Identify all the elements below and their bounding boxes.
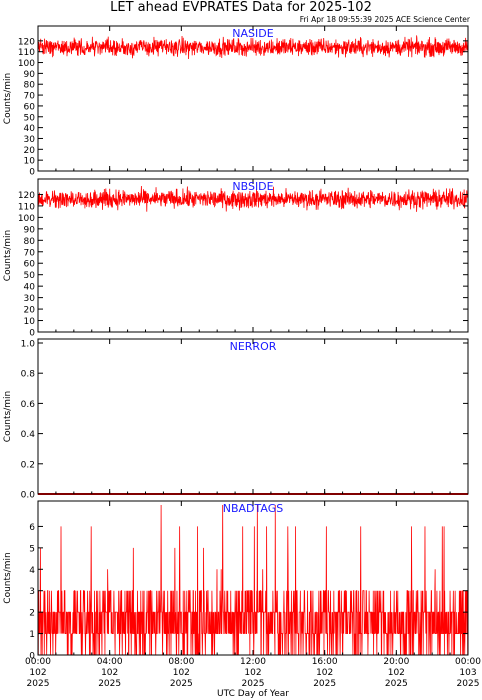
x-tick-label: 2025 bbox=[98, 679, 121, 689]
y-tick-label: 120 bbox=[18, 191, 35, 201]
x-tick-label: 2025 bbox=[242, 679, 265, 689]
y-tick-label: 0.0 bbox=[21, 491, 36, 501]
y-tick-label: 40 bbox=[24, 283, 36, 293]
y-tick-label: 0 bbox=[29, 652, 35, 662]
y-axis-label: Counts/min bbox=[3, 230, 13, 281]
y-tick-label: 1.0 bbox=[21, 340, 36, 350]
panel-3: 0.0 0.2 0.4 0.6 0.8 1.0 Counts/min NERROR bbox=[3, 338, 469, 501]
y-tick-label: 0.4 bbox=[21, 430, 36, 440]
panel-label: NASIDE bbox=[232, 27, 273, 40]
panel-label: NBADTAGS bbox=[223, 502, 283, 515]
y-tick-label: 30 bbox=[24, 294, 36, 304]
x-tick-label: 102 bbox=[388, 668, 405, 678]
y-axis-label: Counts/min bbox=[3, 391, 13, 442]
x-tick-label: 102 bbox=[173, 668, 190, 678]
y-tick-label: 6 bbox=[29, 523, 35, 533]
y-tick-label: 120 bbox=[18, 37, 35, 47]
x-tick-label: 16:00 bbox=[312, 657, 338, 667]
panel-frame bbox=[37, 338, 469, 495]
y-tick-label: 50 bbox=[24, 113, 36, 123]
panel-label: NERROR bbox=[230, 340, 277, 353]
y-tick-label: 100 bbox=[18, 214, 35, 224]
x-tick-label: 2025 bbox=[313, 679, 336, 689]
x-tick-label: 102 bbox=[244, 668, 261, 678]
x-tick-label: 2025 bbox=[385, 679, 408, 689]
y-tick-label: 20 bbox=[24, 146, 36, 156]
y-tick-label: 10 bbox=[24, 317, 36, 327]
x-tick-label: 04:00 bbox=[97, 657, 123, 667]
y-tick-label: 70 bbox=[24, 92, 36, 102]
y-tick-label: 0.8 bbox=[21, 370, 36, 380]
y-tick-label: 100 bbox=[18, 59, 35, 69]
y-axis-label: Counts/min bbox=[3, 73, 13, 124]
y-tick-label: 60 bbox=[24, 260, 36, 270]
y-tick-label: 110 bbox=[18, 48, 35, 58]
y-tick-label: 30 bbox=[24, 135, 36, 145]
y-tick-label: 40 bbox=[24, 124, 36, 134]
y-tick-label: 0.2 bbox=[21, 460, 35, 470]
x-tick-label: 102 bbox=[29, 668, 46, 678]
chart-timestamp: Fri Apr 18 09:55:39 2025 ACE Science Cen… bbox=[300, 15, 471, 24]
x-tick-label: 2025 bbox=[457, 679, 480, 689]
x-tick-label: 08:00 bbox=[168, 657, 194, 667]
x-tick-label: 2025 bbox=[170, 679, 193, 689]
y-tick-label: 20 bbox=[24, 306, 36, 316]
y-tick-label: 80 bbox=[24, 237, 36, 247]
x-tick-label: 00:00 bbox=[25, 657, 51, 667]
x-tick-label: 103 bbox=[459, 668, 476, 678]
y-tick-label: 90 bbox=[24, 70, 36, 80]
chart-title: LET ahead EVPRATES Data for 2025-102 bbox=[110, 0, 372, 15]
y-tick-label: 110 bbox=[18, 202, 35, 212]
x-tick-label: 102 bbox=[316, 668, 333, 678]
panel-4: 0 1 2 3 4 5 6 Counts/min NBADTAGS bbox=[3, 500, 469, 662]
y-tick-label: 0.6 bbox=[21, 400, 36, 410]
y-tick-label: 3 bbox=[29, 587, 35, 597]
x-tick-label: 20:00 bbox=[383, 657, 409, 667]
y-tick-label: 50 bbox=[24, 271, 36, 281]
y-tick-label: 0 bbox=[29, 168, 35, 178]
y-tick-label: 60 bbox=[24, 102, 36, 112]
y-tick-label: 80 bbox=[24, 81, 36, 91]
y-tick-label: 5 bbox=[29, 544, 35, 554]
x-tick-label: 102 bbox=[101, 668, 118, 678]
y-tick-label: 70 bbox=[24, 248, 36, 258]
x-axis-label: UTC Day of Year bbox=[217, 689, 289, 699]
panel-label: NBSIDE bbox=[232, 180, 273, 193]
x-tick-label: 12:00 bbox=[240, 657, 266, 667]
x-tick-labels: 00:00102202504:00102202508:00102202512:0… bbox=[25, 657, 481, 689]
y-tick-label: 2 bbox=[29, 609, 35, 619]
series-line bbox=[37, 186, 469, 212]
x-tick-label: 00:00 bbox=[455, 657, 481, 667]
y-tick-label: 90 bbox=[24, 225, 36, 235]
series-line bbox=[37, 504, 469, 656]
y-tick-label: 10 bbox=[24, 157, 36, 167]
series-line bbox=[37, 35, 469, 60]
x-tick-label: 2025 bbox=[27, 679, 50, 689]
y-tick-label: 1 bbox=[29, 630, 35, 640]
chart-panels: 0102030405060708090100110120Counts/minNA… bbox=[3, 25, 481, 689]
y-tick-label: 0 bbox=[29, 329, 35, 339]
y-axis-label: Counts/min bbox=[3, 552, 13, 603]
y-tick-label: 4 bbox=[29, 566, 35, 576]
